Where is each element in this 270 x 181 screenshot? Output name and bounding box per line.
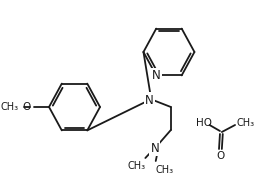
Text: CH₃: CH₃ <box>236 118 255 128</box>
Text: CH₃: CH₃ <box>155 165 173 175</box>
Text: CH₃: CH₃ <box>128 161 146 171</box>
Text: N: N <box>150 142 159 155</box>
Text: N: N <box>152 69 161 82</box>
Text: N: N <box>145 94 154 106</box>
Text: HO: HO <box>196 118 212 128</box>
Text: O: O <box>217 151 225 161</box>
Text: CH₃: CH₃ <box>1 102 19 112</box>
Text: O: O <box>22 102 30 112</box>
